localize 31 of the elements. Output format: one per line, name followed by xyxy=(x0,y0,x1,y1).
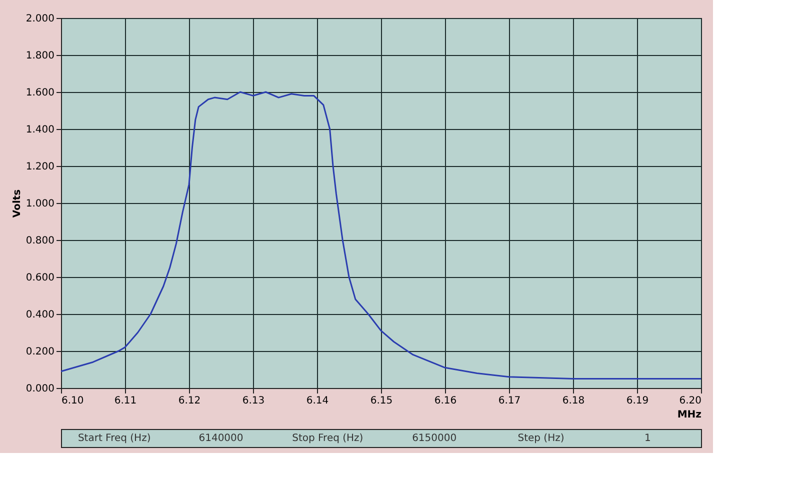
text: 6150000 xyxy=(412,433,457,444)
line-series xyxy=(60,91,702,380)
x-tick-label: 6.16 xyxy=(434,396,457,406)
text: Start Freq (Hz) xyxy=(78,433,151,444)
x-tick-label: 6.17 xyxy=(498,396,521,406)
y-tick-label: 2.000 xyxy=(26,14,54,24)
x-tick-label: 6.15 xyxy=(370,396,393,406)
y-tick-label: 0.400 xyxy=(26,310,54,320)
x-axis-title: MHz xyxy=(677,410,702,420)
text: 6140000 xyxy=(198,433,244,444)
y-tick-label: 0.200 xyxy=(26,346,54,358)
y-tick-label: 0.600 xyxy=(26,272,54,284)
x-tick-label: 6.14 xyxy=(306,396,329,406)
x-tick-label: 6.11 xyxy=(114,396,137,406)
y-tick-label: 1.400 xyxy=(26,124,54,136)
x-tick-label: 6.10 xyxy=(62,396,84,406)
y-tick-label: 0.800 xyxy=(26,236,54,246)
x-tick-label: 6.13 xyxy=(242,396,265,406)
y-tick-label: 1.000 xyxy=(26,198,54,210)
x-tick-label: 6.20 xyxy=(679,396,702,406)
y-tick-label: 0.000 xyxy=(26,384,54,394)
x-tick-label: 6.19 xyxy=(626,396,649,406)
x-tick-label: 6.18 xyxy=(562,396,585,406)
y-tick-label: 1.200 xyxy=(26,162,54,172)
y-tick-label: 1.800 xyxy=(26,50,54,62)
x-tick-label: 6.12 xyxy=(178,396,201,406)
y-axis-title: Volts xyxy=(12,189,23,218)
y-tick-label: 1.600 xyxy=(26,88,54,98)
text: 1 xyxy=(644,433,651,444)
text: Stop Freq (Hz) xyxy=(292,433,364,444)
text: Step (Hz) xyxy=(518,433,564,444)
